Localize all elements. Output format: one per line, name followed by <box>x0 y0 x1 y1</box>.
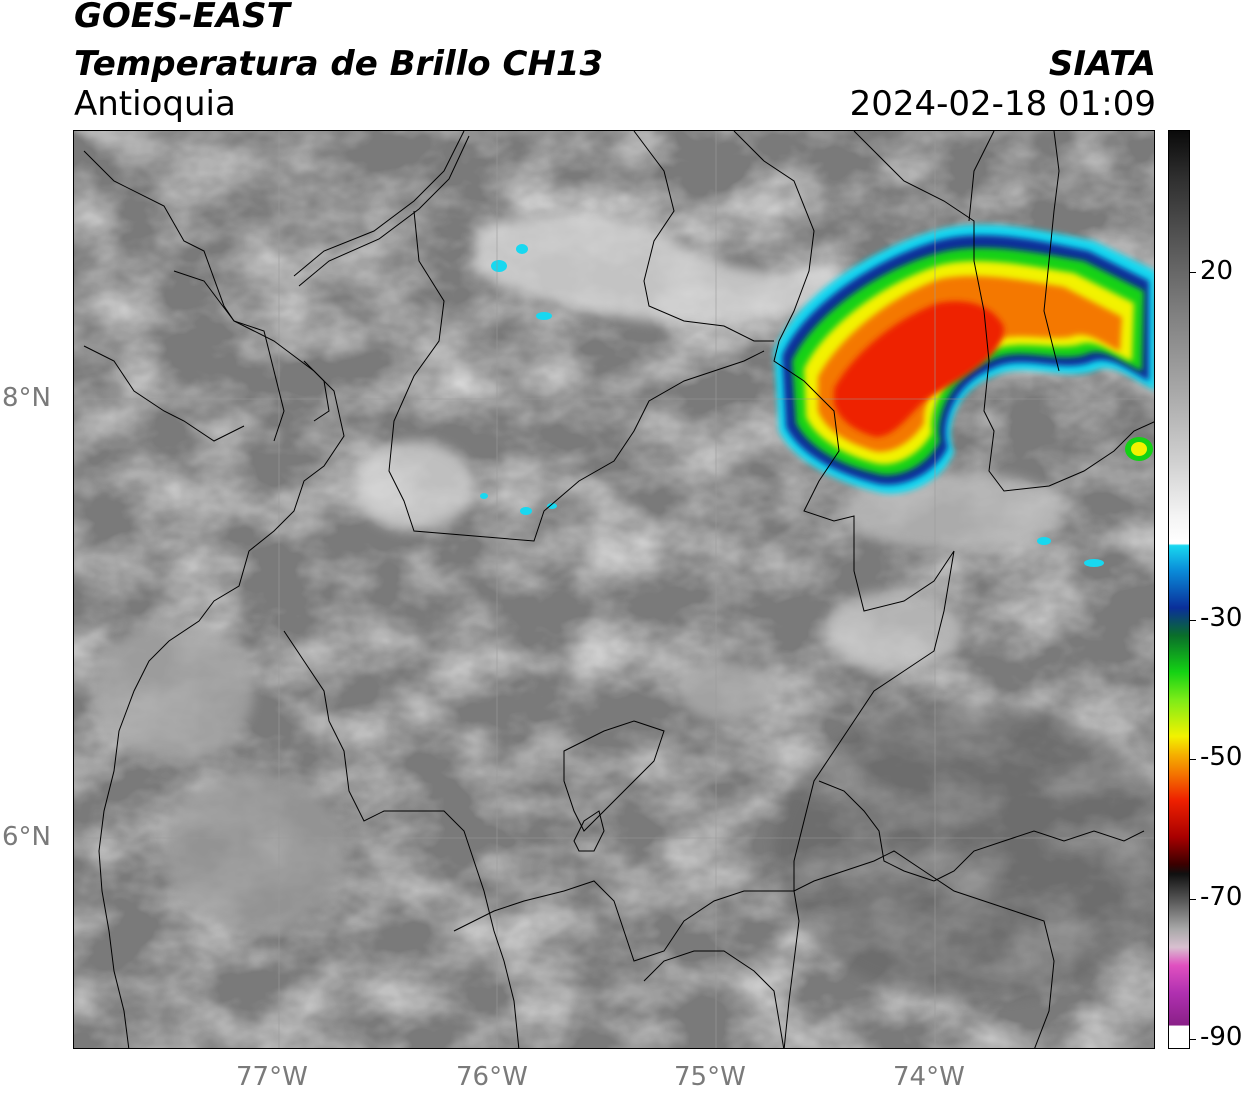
lat-label-8n: 8°N <box>2 383 51 413</box>
cbar-tick-minus30 <box>1190 620 1196 621</box>
warm-region <box>774 701 1154 1001</box>
cbar-label-minus50: -50 <box>1200 742 1243 772</box>
cbar-label-20: 20 <box>1200 256 1234 286</box>
cbar-tick-20 <box>1190 272 1196 273</box>
satellite-title: GOES-EAST <box>74 0 290 36</box>
satellite-map[interactable] <box>73 130 1155 1049</box>
organization-label: SIATA <box>1048 44 1156 84</box>
boundary-lines <box>83 131 1154 1048</box>
graticule <box>74 131 1154 1048</box>
lon-label-75w: 75°W <box>674 1062 746 1092</box>
lon-label-77w: 77°W <box>236 1062 308 1092</box>
region-subtitle: Antioquia <box>74 84 236 124</box>
map-canvas <box>74 131 1154 1048</box>
cbar-tick-minus50 <box>1190 759 1196 760</box>
lon-label-76w: 76°W <box>456 1062 528 1092</box>
cbar-tick-minus70 <box>1190 899 1196 900</box>
cbar-label-minus70: -70 <box>1200 882 1243 912</box>
lon-label-74w: 74°W <box>893 1062 965 1092</box>
cbar-label-minus30: -30 <box>1200 603 1243 633</box>
cbar-tick-minus90 <box>1190 1039 1196 1040</box>
lat-label-6n: 6°N <box>2 822 51 852</box>
cbar-label-minus90: -90 <box>1200 1022 1243 1052</box>
cold-specks <box>480 244 1104 567</box>
product-title: Temperatura de Brillo CH13 <box>74 44 604 84</box>
temperature-colorbar <box>1168 130 1190 1049</box>
datetime-label: 2024-02-18 01:09 <box>849 84 1156 124</box>
